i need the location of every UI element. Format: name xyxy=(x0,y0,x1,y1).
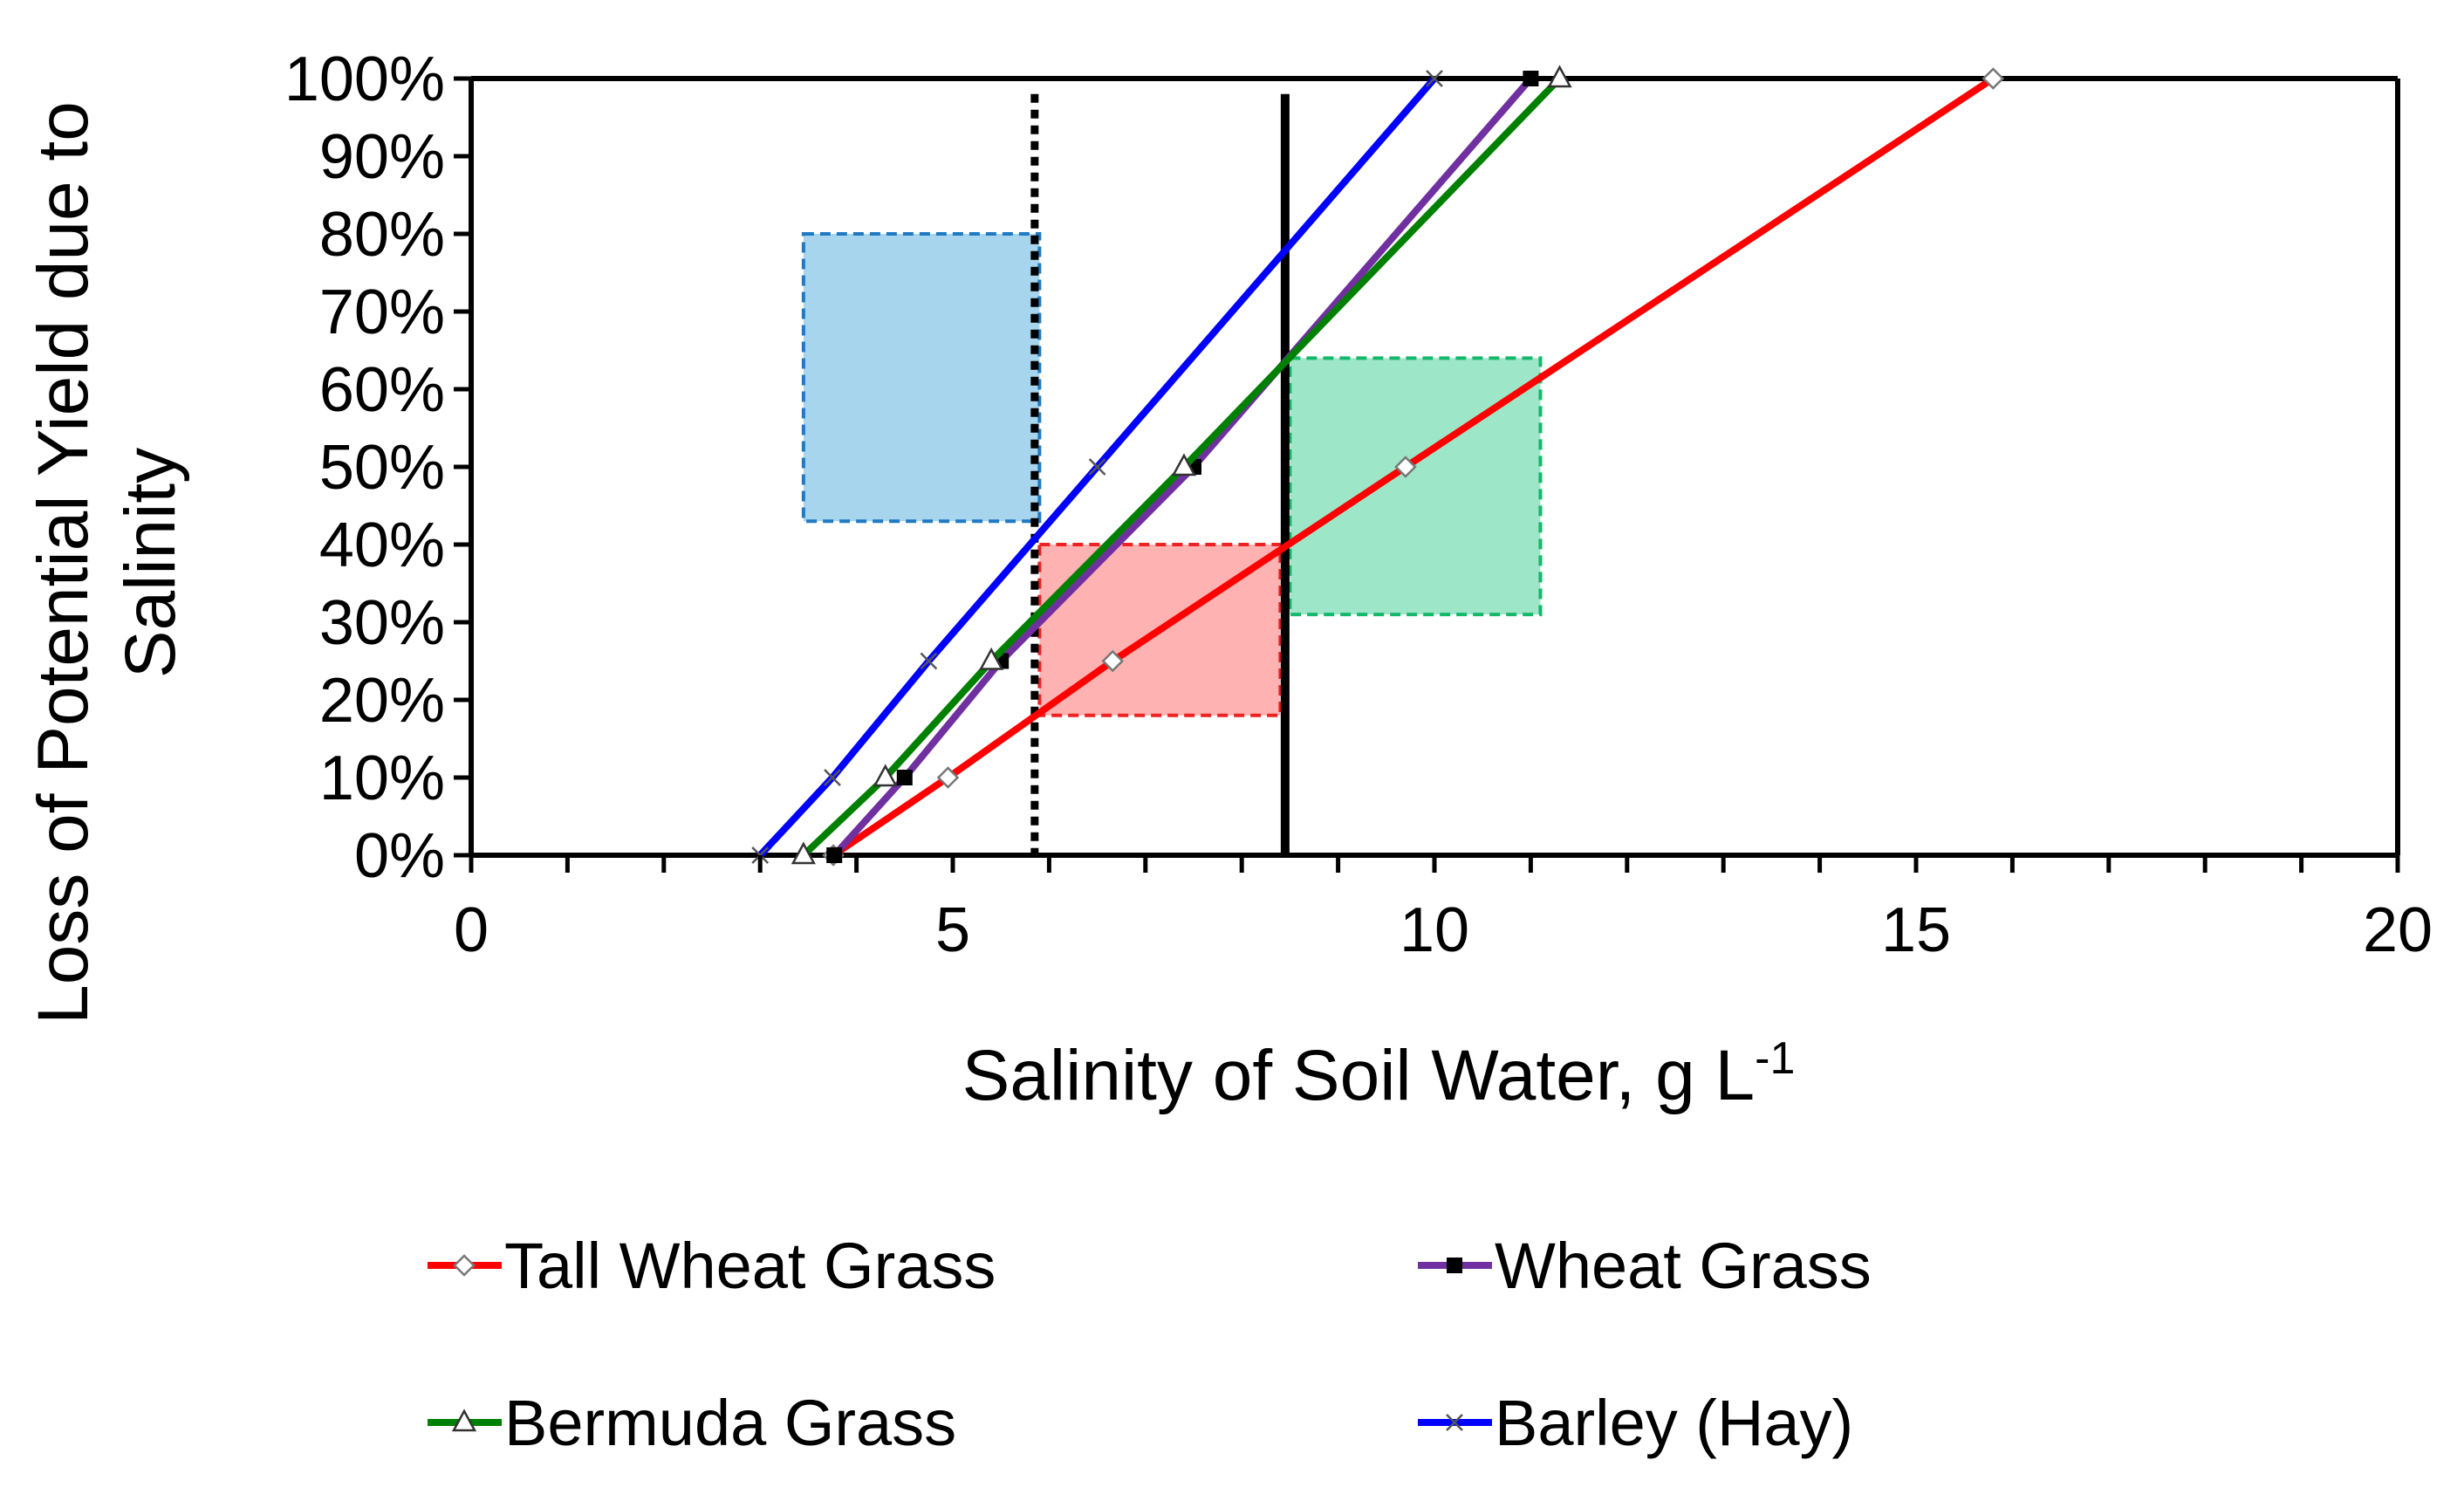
y-tick-label: 20% xyxy=(319,666,445,736)
legend-marker xyxy=(453,1254,476,1277)
reference-lines xyxy=(1030,93,1290,855)
data-series xyxy=(751,65,2005,867)
data-point-tall-wheat-grass xyxy=(936,766,960,789)
x-tick-label: 0 xyxy=(454,895,489,965)
x-tick-label: 5 xyxy=(935,895,970,965)
legend-item-tall-wheat-grass: Tall Wheat Grass xyxy=(428,1230,996,1302)
y-tick-label: 30% xyxy=(319,588,445,658)
legend-marker xyxy=(1447,1258,1462,1273)
legend-marker xyxy=(1446,1414,1463,1431)
data-point-wheat-grass xyxy=(1523,71,1539,86)
blue-box xyxy=(801,232,1042,524)
data-point-bermuda-grass xyxy=(873,764,898,787)
y-tick-label: 90% xyxy=(319,122,445,192)
legend-label: Bermuda Grass xyxy=(504,1387,956,1459)
y-tick-label: 70% xyxy=(319,278,445,347)
legend-label: Tall Wheat Grass xyxy=(504,1230,996,1302)
data-point-barley-hay xyxy=(1088,458,1106,476)
x-axis-title-main: Salinity of Soil Water, g L xyxy=(962,1036,1756,1115)
y-axis-ticks: 0% 10% 20% 30% 40% 50% 60% 70% 80% 90% 100% xyxy=(284,45,471,891)
y-tick-label: 0% xyxy=(354,821,445,891)
data-point-wheat-grass xyxy=(896,770,913,785)
x-tick-label: 15 xyxy=(1881,895,1951,965)
y-axis-title-line1: Loss of Potential Yield due to xyxy=(24,101,103,1025)
legend-marker xyxy=(451,1408,477,1432)
legend-label: Wheat Grass xyxy=(1495,1230,1872,1302)
legend-item-bermuda-grass: Bermuda Grass xyxy=(428,1387,956,1459)
data-point-tall-wheat-grass xyxy=(1981,67,2005,90)
data-point-tall-wheat-grass xyxy=(1101,649,1125,673)
y-tick-label: 40% xyxy=(319,511,445,580)
data-point-bermuda-grass xyxy=(1171,453,1197,476)
data-point-bermuda-grass xyxy=(979,647,1004,670)
y-tick-label: 10% xyxy=(319,744,445,813)
y-axis-title-line2: Salinity xyxy=(111,448,190,678)
data-point-barley-hay xyxy=(920,652,938,670)
x-tick-label: 10 xyxy=(1400,895,1469,965)
data-point-bermuda-grass xyxy=(791,841,816,865)
y-tick-label: 50% xyxy=(319,433,445,503)
legend-item-wheat-grass: Wheat Grass xyxy=(1418,1230,1872,1302)
data-point-bermuda-grass xyxy=(1547,65,1572,88)
data-point-wheat-grass xyxy=(826,847,843,863)
data-point-barley-hay xyxy=(1426,70,1443,87)
legend: Tall Wheat Grass Wheat Grass Bermuda Grass… xyxy=(428,1230,1872,1459)
legend-item-barley-hay: Barley (Hay) xyxy=(1418,1387,1853,1459)
x-axis-title: Salinity of Soil Water, g L-1 xyxy=(962,1033,1796,1115)
x-axis-title-exponent: -1 xyxy=(1755,1033,1795,1084)
y-tick-label: 80% xyxy=(319,200,445,270)
data-point-barley-hay xyxy=(824,769,841,786)
legend-label: Barley (Hay) xyxy=(1495,1387,1853,1459)
data-point-tall-wheat-grass xyxy=(1394,456,1417,478)
y-tick-label: 60% xyxy=(319,355,445,425)
y-tick-label: 100% xyxy=(284,45,445,114)
x-tick-label: 20 xyxy=(2363,895,2433,965)
green-box xyxy=(1288,356,1543,617)
x-axis-ticks: 0 5 10 15 20 xyxy=(454,855,2433,965)
